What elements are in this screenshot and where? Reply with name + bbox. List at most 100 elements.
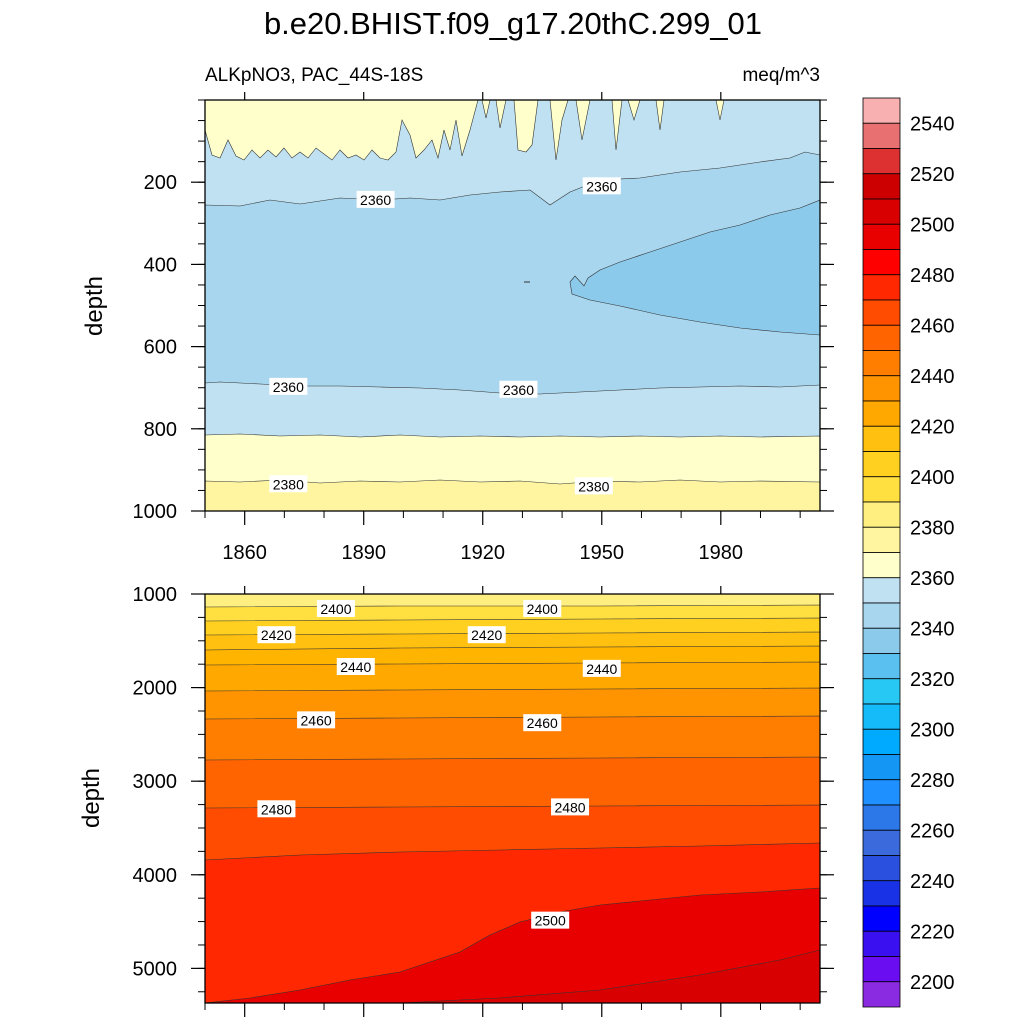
colorbar-swatch <box>862 552 901 579</box>
contour-label-box <box>582 177 621 195</box>
contour-label-box <box>523 714 562 732</box>
contour-label-box <box>551 798 590 816</box>
colorbar-tick-label: 2280 <box>910 770 955 792</box>
colorbar-tick-label: 2400 <box>910 467 955 489</box>
colorbar: 2200 2220 2240 2260 2280 2300 2320 2340 2360 2380… <box>862 97 955 1008</box>
contour-label-box <box>582 659 621 677</box>
colorbar-swatch <box>862 653 901 680</box>
colorbar-swatch <box>862 930 901 957</box>
colorbar-tick-label: 2300 <box>910 719 955 741</box>
contour-label: 2480 <box>551 798 590 816</box>
contour-label-text: 2360 <box>360 192 391 208</box>
colorbar-swatch <box>862 198 901 225</box>
contour-label: 2440 <box>582 659 621 677</box>
contour-label-box <box>499 380 538 398</box>
contour-label: 2360 <box>269 377 308 395</box>
colorbar-tick-label: 2420 <box>910 416 955 438</box>
contour-label-box <box>257 800 296 818</box>
contour-label: 2380 <box>574 477 613 495</box>
bottom-panel-frame <box>204 593 821 1004</box>
bottom-y-tick-label: 2000 <box>133 678 178 700</box>
colorbar-swatch <box>862 223 901 250</box>
contour-label-box <box>531 911 570 929</box>
colorbar-tick-label: 2480 <box>910 265 955 287</box>
top-fill-surface-2380 <box>205 100 479 161</box>
top-y-tick-label: 400 <box>144 254 177 276</box>
top-fill-surface-spots <box>481 100 725 161</box>
colorbar-swatch <box>862 981 901 1008</box>
colorbar-tick-label: 2500 <box>910 214 955 236</box>
bottom-panel-plot <box>205 594 820 1003</box>
bot-fill-2500 <box>205 887 820 1003</box>
contour-label-text: 2420 <box>471 627 502 643</box>
contour-label: 2360 <box>356 190 395 208</box>
colorbar-swatch <box>862 148 901 175</box>
top-panel-axes: 1860 1890 1920 1950 1980 200 400 600 800 1000 <box>133 92 834 564</box>
contour-label-text: 2400 <box>527 601 558 617</box>
colorbar-tick-label: 2440 <box>910 366 955 388</box>
contour-label-box <box>336 658 375 676</box>
colorbar-tick-label: 2540 <box>910 113 955 135</box>
colorbar-swatch <box>862 274 901 301</box>
colorbar-swatch <box>862 678 901 705</box>
bottom-contour-labels: 2400 2400 2420 2420 2440 2440 2460 2460 2480 2480… <box>257 599 621 929</box>
colorbar-swatch <box>862 122 901 149</box>
contour-label-text: 2500 <box>535 913 566 929</box>
colorbar-swatch <box>862 577 901 604</box>
figure-title: b.e20.BHIST.f09_g17.20thC.299_01 <box>264 6 762 41</box>
colorbar-swatch <box>862 501 901 528</box>
top-y-axis-label: depth <box>81 276 108 336</box>
colorbar-swatch <box>862 728 901 755</box>
colorbar-swatch <box>862 350 901 377</box>
top-x-tick-label: 1980 <box>699 542 744 564</box>
top-fill-2340-wedge <box>569 199 820 336</box>
colorbar-swatch <box>862 855 901 882</box>
bottom-y-tick-label: 3000 <box>133 771 178 793</box>
contour-label: 2360 <box>582 177 621 195</box>
top-x-tick-label: 1890 <box>341 542 386 564</box>
bottom-y-tick-label: 5000 <box>133 958 178 980</box>
contour-label-box <box>356 190 395 208</box>
colorbar-tick-label: 2220 <box>910 921 955 943</box>
top-y-tick-label: 1000 <box>133 501 178 523</box>
contour-label: 2480 <box>257 800 296 818</box>
colorbar-swatch <box>862 400 901 427</box>
bot-fill-2510 <box>399 949 820 1003</box>
colorbar-swatch <box>862 173 901 200</box>
contour-label-text: 2360 <box>273 379 304 395</box>
bottom-y-tick-label: 4000 <box>133 865 178 887</box>
colorbar-swatch <box>862 703 901 730</box>
contour-label-text: 2460 <box>301 712 332 728</box>
bottom-y-axis-label: depth <box>78 768 105 828</box>
top-x-tick-label: 1860 <box>222 542 267 564</box>
colorbar-tick-label: 2320 <box>910 669 955 691</box>
colorbar-swatch <box>862 779 901 806</box>
contour-label-box <box>269 377 308 395</box>
contour-label: 2380 <box>269 475 308 493</box>
contour-label: 2400 <box>523 599 562 617</box>
colorbar-tick-label: 2260 <box>910 820 955 842</box>
colorbar-swatch <box>862 375 901 402</box>
colorbar-tick-label: 2460 <box>910 315 955 337</box>
contour-label-box <box>574 477 613 495</box>
top-y-tick-label: 200 <box>144 172 177 194</box>
colorbar-swatch <box>862 526 901 553</box>
contour-label: 2500 <box>531 911 570 929</box>
top-y-tick-label: 800 <box>144 419 177 441</box>
colorbar-swatch <box>862 97 901 124</box>
colorbar-swatch <box>862 451 901 478</box>
colorbar-swatch <box>862 425 901 452</box>
contour-label-text: 2480 <box>554 799 585 815</box>
colorbar-swatch <box>862 905 901 932</box>
contour-label-box <box>297 711 336 729</box>
colorbar-swatch <box>862 829 901 856</box>
colorbar-tick-label: 2360 <box>910 568 955 590</box>
right-subtitle: meq/m^3 <box>742 65 820 86</box>
contour-label-text: 2460 <box>527 715 558 731</box>
contour-label-box <box>269 475 308 493</box>
colorbar-tick-label: 2340 <box>910 618 955 640</box>
top-panel-plot <box>205 100 820 511</box>
colorbar-swatch <box>862 880 901 907</box>
contour-label-box <box>467 626 506 644</box>
colorbar-swatch <box>862 754 901 781</box>
